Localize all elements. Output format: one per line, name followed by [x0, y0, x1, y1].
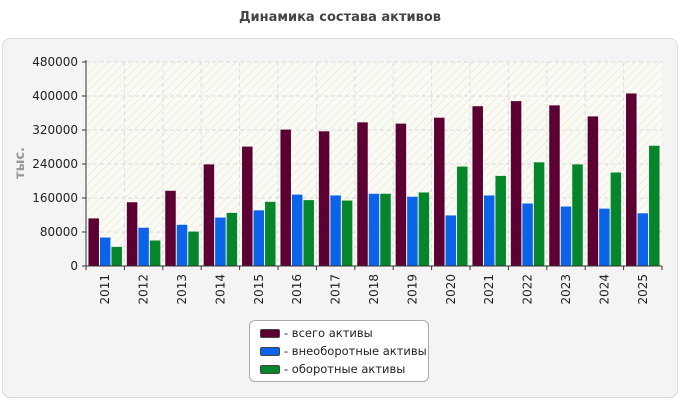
x-tick-labels: 2011 2012 2013 2014 2015 2016 2017 2018 2019 2020… — [98, 274, 650, 305]
axes — [82, 60, 663, 270]
bar — [599, 208, 610, 266]
x-tick-label: 2024 — [597, 274, 611, 305]
bar — [445, 215, 457, 266]
y-axis-label: тыс. — [13, 147, 28, 179]
x-tick-label: 2020 — [444, 274, 458, 305]
bar — [341, 200, 353, 266]
bar — [395, 123, 407, 266]
bar — [610, 172, 622, 266]
bar — [483, 195, 495, 266]
x-tick-label: 2022 — [521, 274, 535, 305]
bar — [495, 175, 506, 266]
y-tick-label: 80000 — [40, 225, 78, 239]
bar — [560, 206, 572, 266]
x-tick-label: 2018 — [367, 274, 381, 305]
x-tick-label: 2023 — [559, 274, 573, 305]
y-tick-label: 400000 — [32, 89, 78, 103]
bar — [587, 116, 599, 267]
x-tick-label: 2017 — [329, 274, 343, 305]
bar — [637, 213, 649, 266]
bar — [215, 217, 226, 266]
legend-label: - всего активы — [284, 326, 373, 340]
legend-swatch — [260, 364, 280, 374]
legend-swatch — [260, 328, 280, 338]
legend-item: - внеоборотные активы — [260, 342, 428, 360]
bar — [457, 166, 468, 266]
legend-swatch — [260, 346, 280, 356]
bar — [165, 190, 176, 266]
bar — [318, 131, 330, 266]
x-tick-label: 2025 — [636, 274, 650, 305]
bar — [280, 129, 291, 266]
bar — [510, 101, 522, 266]
bar — [522, 203, 533, 266]
bar — [380, 193, 391, 266]
x-tick-label: 2012 — [137, 274, 151, 305]
x-tick-label: 2021 — [482, 274, 496, 305]
chart-title: Динамика состава активов — [238, 10, 442, 25]
bar — [291, 194, 303, 266]
bar — [242, 146, 253, 266]
y-tick-label: 160000 — [32, 191, 78, 205]
bar — [330, 195, 341, 266]
bar — [138, 227, 149, 266]
bar — [203, 164, 215, 266]
bar — [265, 201, 276, 266]
bar — [149, 240, 161, 266]
x-tick-label: 2014 — [213, 274, 227, 305]
x-tick-label: 2015 — [252, 274, 266, 305]
bar — [626, 93, 637, 266]
bar — [253, 210, 265, 266]
bar — [407, 196, 418, 266]
bar — [303, 200, 314, 266]
bar — [226, 212, 238, 266]
legend-label: - оборотные активы — [284, 362, 406, 376]
bars — [88, 93, 660, 267]
bar — [357, 122, 368, 266]
bar — [126, 202, 138, 266]
bar — [649, 145, 660, 266]
y-tick-label: 480000 — [32, 55, 78, 69]
bar — [572, 164, 583, 266]
bar — [176, 224, 188, 266]
x-tick-label: 2011 — [98, 274, 112, 305]
bar — [99, 237, 111, 266]
bar — [88, 218, 99, 266]
bar — [472, 106, 483, 266]
bar — [111, 246, 122, 266]
legend-item: - оборотные активы — [260, 360, 428, 378]
y-tick-labels: 0 80000 160000 240000 320000 400000 480000 — [32, 55, 78, 273]
legend-item: - всего активы — [260, 324, 428, 342]
legend-label: - внеоборотные активы — [284, 344, 427, 358]
legend: - всего активы - внеоборотные активы - обо… — [249, 320, 429, 382]
bar — [418, 192, 430, 266]
x-tick-label: 2013 — [175, 274, 189, 305]
y-tick-label: 0 — [70, 259, 78, 273]
y-tick-label: 320000 — [32, 123, 78, 137]
y-tick-label: 240000 — [32, 157, 78, 171]
bar — [434, 117, 445, 266]
x-tick-label: 2016 — [290, 274, 304, 305]
x-tick-label: 2019 — [405, 274, 419, 305]
bar — [368, 193, 380, 266]
bar — [549, 105, 560, 266]
bar — [533, 162, 545, 266]
bar — [188, 231, 199, 266]
